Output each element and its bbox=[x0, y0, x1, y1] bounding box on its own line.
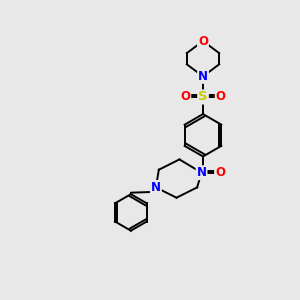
Text: O: O bbox=[215, 166, 225, 179]
Text: O: O bbox=[216, 91, 226, 103]
Text: S: S bbox=[198, 91, 208, 103]
Text: N: N bbox=[196, 166, 206, 179]
Text: N: N bbox=[151, 181, 161, 194]
Text: O: O bbox=[198, 34, 208, 48]
Text: O: O bbox=[180, 91, 190, 103]
Text: N: N bbox=[198, 70, 208, 83]
